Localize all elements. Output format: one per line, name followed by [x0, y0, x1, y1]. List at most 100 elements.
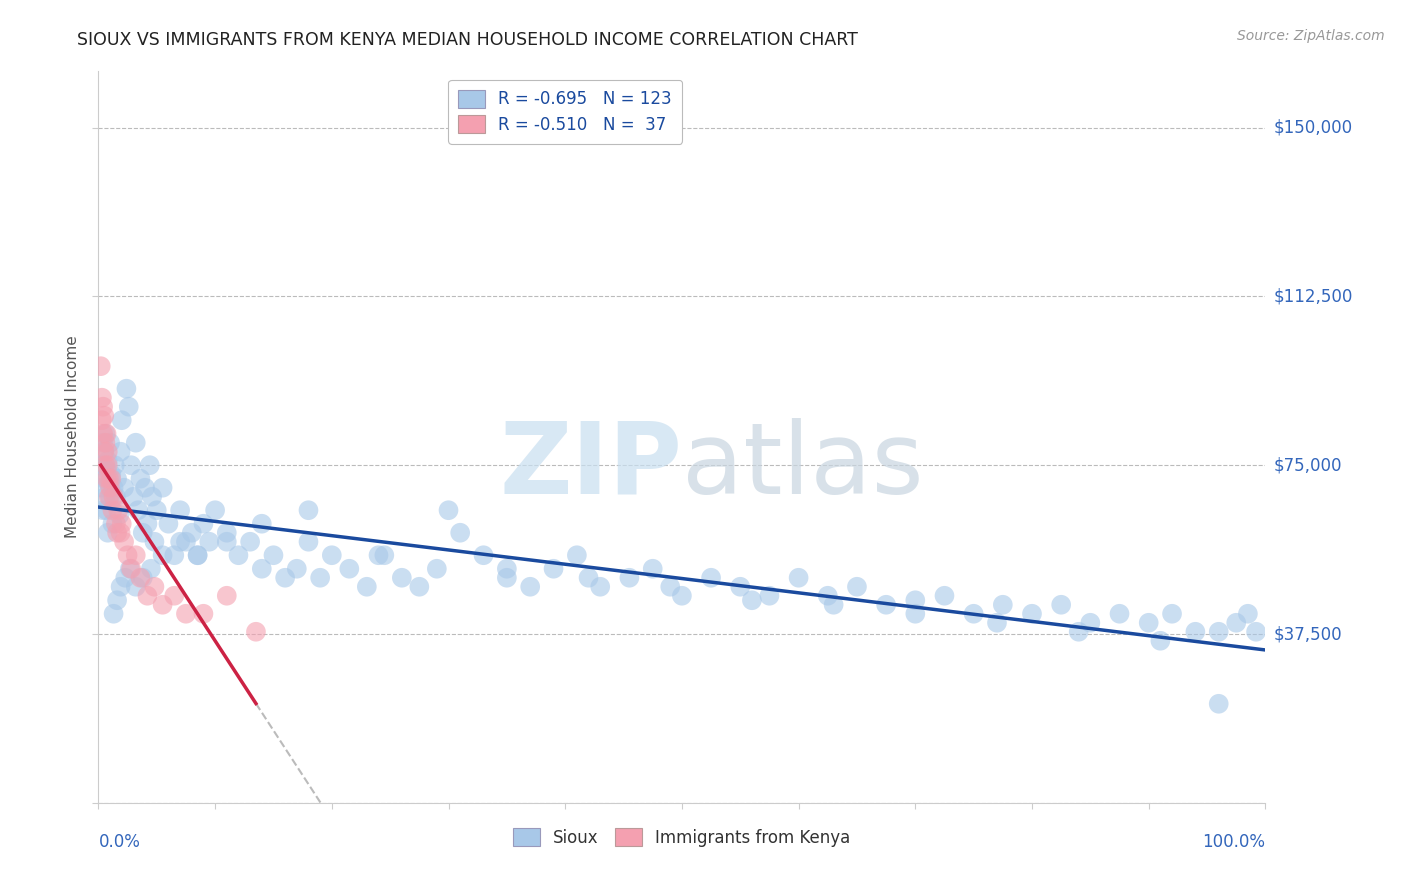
Point [139, 562, 162, 576]
Text: 100.0%: 100.0% [1202, 833, 1265, 851]
Point [367, 548, 389, 562]
Point [408, 580, 430, 594]
Point [187, 548, 209, 562]
Point [986, 615, 1008, 630]
Legend: Sioux, Immigrants from Kenya: Sioux, Immigrants from Kenya [503, 818, 860, 856]
Point [143, 534, 166, 549]
Point [1080, 615, 1102, 630]
Point [122, 490, 145, 504]
Point [125, 580, 148, 594]
Point [1137, 615, 1160, 630]
Point [118, 562, 141, 576]
Point [426, 562, 449, 576]
Point [991, 598, 1014, 612]
Point [125, 435, 148, 450]
Point [496, 562, 519, 576]
Point [262, 548, 284, 562]
Text: 0.0%: 0.0% [98, 833, 141, 851]
Point [700, 571, 723, 585]
Point [96, 503, 118, 517]
Point [105, 525, 128, 540]
Point [180, 525, 202, 540]
Point [204, 503, 226, 517]
Point [823, 598, 845, 612]
Text: ZIP: ZIP [499, 417, 682, 515]
Point [111, 516, 134, 531]
Point [134, 481, 156, 495]
Point [875, 598, 897, 612]
Point [1184, 624, 1206, 639]
Point [97, 472, 120, 486]
Point [157, 516, 180, 531]
Point [228, 548, 250, 562]
Point [94, 458, 117, 473]
Point [152, 548, 174, 562]
Text: Source: ZipAtlas.com: Source: ZipAtlas.com [1237, 29, 1385, 43]
Point [103, 481, 125, 495]
Text: $150,000: $150,000 [1274, 119, 1353, 136]
Point [187, 548, 209, 562]
Point [437, 503, 460, 517]
Point [120, 458, 142, 473]
Point [136, 516, 159, 531]
Point [641, 562, 664, 576]
Point [112, 481, 135, 495]
Point [90, 413, 112, 427]
Point [101, 503, 124, 517]
Point [1108, 607, 1130, 621]
Point [96, 426, 118, 441]
Point [1161, 607, 1184, 621]
Point [94, 435, 117, 450]
Point [107, 503, 129, 517]
Point [337, 562, 360, 576]
Point [356, 580, 378, 594]
Point [104, 490, 127, 504]
Y-axis label: Median Household Income: Median Household Income [65, 335, 80, 539]
Point [97, 490, 120, 504]
Point [904, 593, 927, 607]
Point [117, 548, 139, 562]
Point [110, 525, 132, 540]
Point [93, 444, 115, 458]
Point [136, 589, 159, 603]
Point [129, 571, 152, 585]
Point [250, 562, 273, 576]
Point [846, 580, 869, 594]
Point [104, 458, 127, 473]
Point [141, 490, 163, 504]
Point [962, 607, 984, 621]
Point [1244, 624, 1267, 639]
Point [125, 548, 148, 562]
Point [1237, 607, 1260, 621]
Text: SIOUX VS IMMIGRANTS FROM KENYA MEDIAN HOUSEHOLD INCOME CORRELATION CHART: SIOUX VS IMMIGRANTS FROM KENYA MEDIAN HO… [77, 31, 858, 49]
Point [98, 490, 121, 504]
Point [101, 516, 124, 531]
Point [163, 589, 186, 603]
Point [496, 571, 519, 585]
Point [132, 525, 155, 540]
Point [309, 571, 332, 585]
Point [787, 571, 810, 585]
Point [143, 580, 166, 594]
Point [100, 467, 122, 482]
Point [193, 516, 215, 531]
Point [91, 400, 114, 414]
Point [120, 562, 142, 576]
Point [105, 472, 128, 486]
Point [321, 548, 343, 562]
Point [93, 409, 115, 423]
Point [115, 382, 138, 396]
Point [152, 481, 174, 495]
Point [519, 580, 541, 594]
Point [105, 593, 128, 607]
Point [543, 562, 565, 576]
Point [589, 580, 612, 594]
Point [103, 490, 125, 504]
Point [152, 598, 174, 612]
Point [391, 571, 413, 585]
Point [1149, 633, 1171, 648]
Point [90, 391, 112, 405]
Point [112, 534, 135, 549]
Point [198, 534, 221, 549]
Point [98, 435, 121, 450]
